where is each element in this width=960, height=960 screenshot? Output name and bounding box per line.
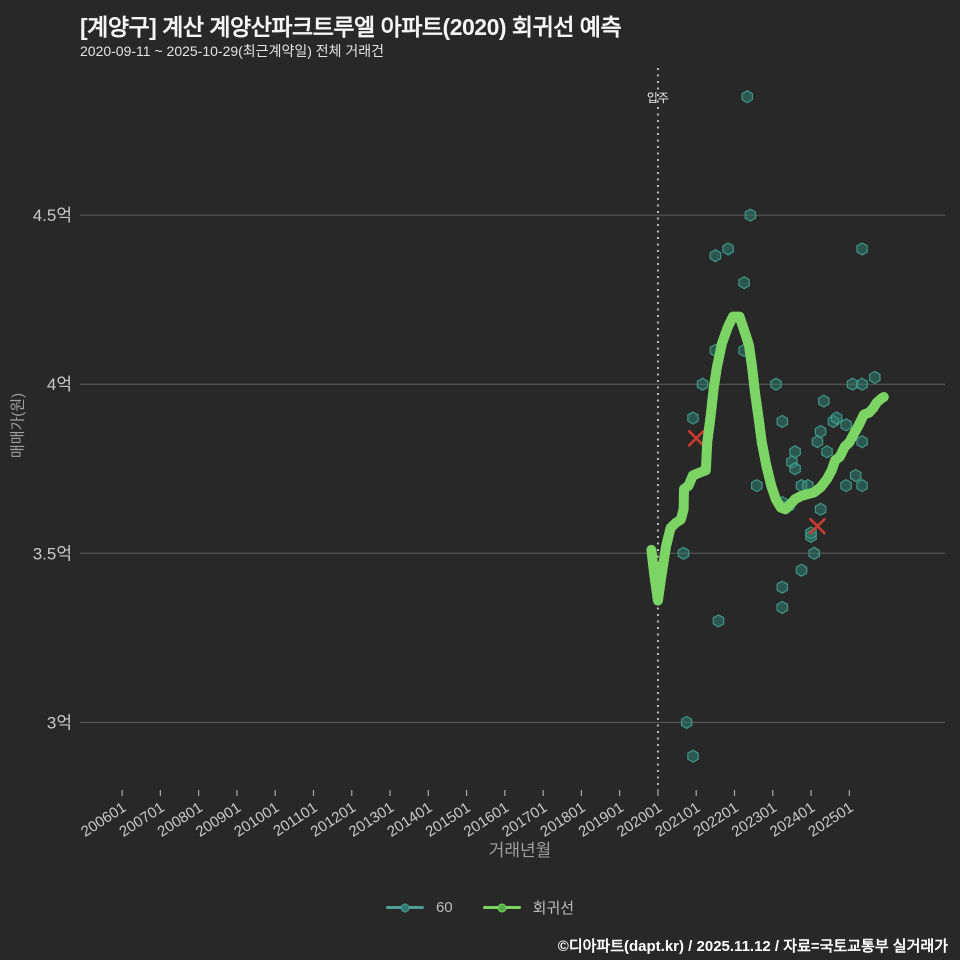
- scatter-point: [722, 242, 734, 256]
- scatter-point: [814, 502, 827, 516]
- scatter-point: [817, 394, 830, 408]
- legend: 60 회귀선: [0, 897, 960, 918]
- scatter-point: [840, 478, 852, 493]
- y-tick-label: 3.5억: [33, 544, 72, 563]
- legend-line-dot-icon: [497, 903, 507, 912]
- scatter-point: [776, 600, 789, 615]
- scatter-point: [849, 468, 862, 483]
- y-axis-title: 매매가(원): [9, 392, 27, 459]
- legend-line-marker: [482, 903, 521, 912]
- scatter-point: [680, 715, 693, 730]
- scatter-point: [856, 435, 868, 449]
- scatter-point: [776, 414, 789, 429]
- legend-scatter-dot-icon: [400, 903, 410, 912]
- legend-label-regression: 회귀선: [532, 900, 575, 917]
- copyright-credit: ©디아파트(dapt.kr) / 2025.11.12 / 자료=국토교통부 실…: [557, 938, 948, 955]
- scatter-point: [696, 377, 709, 391]
- scatter-point: [744, 208, 757, 222]
- scatter-point: [856, 478, 868, 493]
- scatter-point: [770, 377, 782, 391]
- scatter-point: [687, 411, 699, 425]
- scatter-point: [856, 377, 868, 391]
- excluded-x-mark: [809, 517, 826, 535]
- scatter-point: [687, 749, 699, 763]
- scatter-point: [830, 411, 843, 425]
- legend-item-regression: 회귀선: [482, 897, 575, 918]
- scatter-point: [868, 370, 881, 385]
- scatter-point: [821, 445, 833, 459]
- scatter-point: [709, 249, 722, 263]
- scatter-point: [677, 546, 690, 560]
- regression-line: [646, 311, 889, 606]
- scatter-point: [811, 435, 824, 449]
- y-tick-label: 4.5억: [33, 206, 72, 225]
- x-axis-title: 거래년월: [488, 841, 552, 860]
- scatter-point: [741, 90, 754, 104]
- chart-subtitle: 2020-09-11 ~ 2025-10-29(최근계약일) 전체 거래건: [80, 43, 385, 59]
- scatter-point: [814, 424, 827, 439]
- scatter-point: [712, 614, 725, 628]
- scatter-point: [750, 478, 763, 493]
- scatter-point: [789, 462, 801, 476]
- chart-title: [계양구] 계산 계양산파크트루엘 아파트(2020) 회귀선 예측: [80, 14, 622, 40]
- scatter-point: [846, 377, 859, 391]
- scatter-point: [856, 242, 868, 256]
- scatter-point: [808, 546, 821, 560]
- scatter-point: [789, 445, 801, 459]
- scatter-point: [738, 276, 750, 290]
- scatter-point: [795, 563, 808, 577]
- y-tick-label: 4억: [47, 375, 72, 394]
- move-in-label: 입주: [647, 91, 669, 105]
- scatter-point: [840, 418, 852, 432]
- y-tick-label: 3억: [47, 713, 72, 732]
- legend-item-60: 60: [385, 899, 453, 916]
- legend-label-60: 60: [435, 899, 453, 916]
- legend-scatter-marker: [385, 903, 424, 912]
- scatter-point: [776, 580, 789, 594]
- excluded-x-mark: [687, 430, 705, 447]
